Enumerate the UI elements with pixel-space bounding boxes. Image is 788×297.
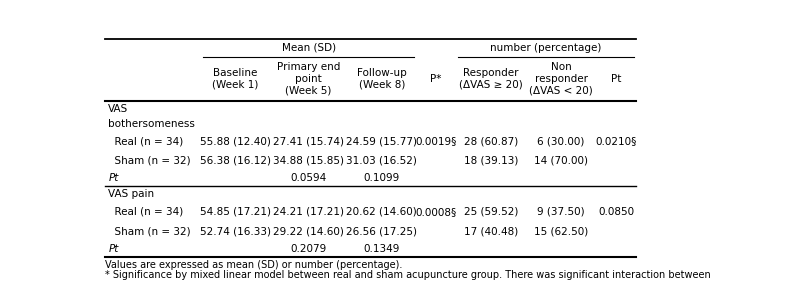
Text: 0.2079: 0.2079 [291, 244, 327, 254]
Text: 0.0210§: 0.0210§ [596, 136, 637, 146]
Text: Sham (n = 32): Sham (n = 32) [108, 226, 191, 236]
Text: Baseline
(Week 1): Baseline (Week 1) [212, 68, 258, 89]
Text: 0.1349: 0.1349 [364, 244, 400, 254]
Text: 14 (70.00): 14 (70.00) [534, 156, 588, 166]
Text: Values are expressed as mean (SD) or number (percentage).: Values are expressed as mean (SD) or num… [105, 260, 402, 270]
Text: Real (n = 34): Real (n = 34) [108, 136, 184, 146]
Text: VAS pain: VAS pain [108, 189, 154, 199]
Text: Sham (n = 32): Sham (n = 32) [108, 156, 191, 166]
Text: bothersomeness: bothersomeness [108, 119, 195, 129]
Text: 24.59 (15.77): 24.59 (15.77) [347, 136, 418, 146]
Text: Pt: Pt [108, 173, 119, 183]
Text: 18 (39.13): 18 (39.13) [463, 156, 518, 166]
Text: 34.88 (15.85): 34.88 (15.85) [273, 156, 344, 166]
Text: Responder
(ΔVAS ≥ 20): Responder (ΔVAS ≥ 20) [459, 68, 522, 89]
Text: 29.22 (14.60): 29.22 (14.60) [273, 226, 344, 236]
Text: Mean (SD): Mean (SD) [281, 43, 336, 53]
Text: 25 (59.52): 25 (59.52) [463, 207, 518, 217]
Text: Pt: Pt [108, 244, 119, 254]
Text: 52.74 (16.33): 52.74 (16.33) [200, 226, 271, 236]
Text: number (percentage): number (percentage) [490, 43, 601, 53]
Text: 28 (60.87): 28 (60.87) [464, 136, 518, 146]
Text: 54.85 (17.21): 54.85 (17.21) [200, 207, 271, 217]
Text: 6 (30.00): 6 (30.00) [537, 136, 585, 146]
Text: 27.41 (15.74): 27.41 (15.74) [273, 136, 344, 146]
Text: * Significance by mixed linear model between real and sham acupuncture group. Th: * Significance by mixed linear model bet… [105, 270, 710, 280]
Text: 55.88 (12.40): 55.88 (12.40) [200, 136, 271, 146]
Text: 0.0008§: 0.0008§ [415, 207, 456, 217]
Text: Non
responder
(ΔVAS < 20): Non responder (ΔVAS < 20) [530, 62, 593, 95]
Text: 9 (37.50): 9 (37.50) [537, 207, 585, 217]
Text: Real (n = 34): Real (n = 34) [108, 207, 184, 217]
Text: P*: P* [430, 74, 441, 83]
Text: 0.0594: 0.0594 [291, 173, 327, 183]
Text: Pt: Pt [611, 74, 621, 83]
Text: 26.56 (17.25): 26.56 (17.25) [347, 226, 418, 236]
Text: 24.21 (17.21): 24.21 (17.21) [273, 207, 344, 217]
Text: Follow-up
(Week 8): Follow-up (Week 8) [357, 68, 407, 89]
Text: 0.1099: 0.1099 [364, 173, 400, 183]
Text: VAS: VAS [108, 104, 128, 114]
Text: 0.0850: 0.0850 [598, 207, 634, 217]
Text: Primary end
point
(Week 5): Primary end point (Week 5) [277, 62, 340, 95]
Text: 17 (40.48): 17 (40.48) [464, 226, 518, 236]
Text: 15 (62.50): 15 (62.50) [534, 226, 588, 236]
Text: 31.03 (16.52): 31.03 (16.52) [347, 156, 418, 166]
Text: 0.0019§: 0.0019§ [415, 136, 456, 146]
Text: 20.62 (14.60): 20.62 (14.60) [347, 207, 417, 217]
Text: 56.38 (16.12): 56.38 (16.12) [200, 156, 271, 166]
